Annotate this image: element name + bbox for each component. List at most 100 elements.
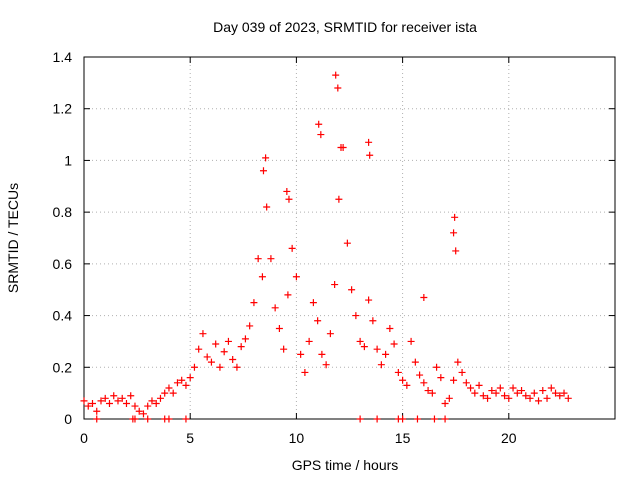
data-point [178, 376, 186, 384]
data-point [267, 255, 275, 263]
data-point [284, 291, 292, 299]
data-point [386, 325, 394, 332]
data-point [454, 358, 462, 366]
x-tick-label: 20 [501, 430, 517, 446]
x-tick-label: 5 [186, 430, 194, 446]
data-point [343, 239, 351, 247]
data-point [332, 71, 340, 79]
data-point [547, 384, 555, 392]
data-point [131, 402, 139, 410]
data-point [297, 350, 305, 358]
data-point [118, 394, 126, 402]
data-point [190, 363, 198, 371]
data-point [365, 296, 373, 304]
data-point [441, 415, 449, 423]
data-point [315, 120, 323, 128]
data-point [366, 151, 374, 159]
data-point [488, 387, 496, 395]
data-point [114, 397, 122, 405]
data-point [352, 312, 360, 320]
data-point [403, 381, 411, 389]
data-point [237, 343, 245, 351]
x-tick-label: 10 [289, 430, 305, 446]
data-point [399, 376, 407, 384]
data-point [484, 394, 492, 402]
data-point [451, 213, 459, 221]
data-point [182, 415, 190, 423]
data-point [492, 389, 500, 397]
data-point [552, 389, 560, 397]
data-point [334, 84, 342, 92]
data-point [518, 387, 526, 395]
data-point [407, 337, 415, 345]
data-point [369, 317, 377, 325]
data-point [509, 384, 517, 392]
data-point [80, 397, 88, 405]
data-point [165, 415, 173, 423]
data-point [88, 399, 96, 407]
data-point [182, 381, 190, 389]
data-point [337, 144, 345, 151]
data-point [101, 394, 109, 402]
data-point [437, 374, 445, 382]
x-tick-label: 0 [80, 430, 88, 446]
x-axis-label: GPS time / hours [292, 457, 399, 473]
data-point [195, 345, 203, 353]
data-point [471, 389, 479, 397]
data-point [314, 317, 322, 325]
data-point [373, 345, 381, 353]
data-point [135, 407, 143, 415]
data-point [161, 389, 169, 397]
data-point [275, 325, 283, 332]
data-point [348, 286, 356, 294]
data-point [462, 379, 470, 387]
data-point [479, 392, 487, 400]
data-point [203, 353, 211, 361]
data-point [127, 392, 135, 400]
data-point [165, 384, 173, 392]
x-tick-label: 15 [395, 430, 411, 446]
data-point [254, 255, 262, 263]
data-point [305, 337, 313, 345]
data-point [110, 392, 118, 400]
data-point [441, 399, 449, 407]
data-point [285, 195, 293, 203]
data-point [262, 154, 270, 162]
data-point [505, 394, 513, 402]
data-point [411, 358, 419, 366]
data-point [241, 335, 249, 343]
y-tick-label: 0 [64, 411, 72, 427]
data-point [84, 402, 92, 410]
data-point [246, 322, 254, 330]
y-tick-label: 0.4 [53, 308, 73, 324]
data-point [144, 402, 152, 410]
data-point [560, 389, 568, 397]
y-tick-label: 0.8 [53, 204, 73, 220]
plot-frame [83, 56, 616, 420]
data-point [377, 361, 385, 369]
data-point [365, 138, 373, 146]
data-point [543, 394, 551, 402]
data-point [122, 399, 130, 407]
data-point [292, 273, 300, 281]
data-point [105, 399, 113, 407]
data-point [93, 415, 101, 423]
data-point [258, 273, 266, 281]
data-point [288, 244, 296, 252]
data-point [535, 397, 543, 405]
data-point [424, 387, 432, 395]
data-point [97, 397, 105, 405]
data-point [173, 379, 181, 387]
y-tick-label: 0.2 [53, 359, 73, 375]
data-point [430, 415, 438, 423]
data-point [271, 304, 279, 312]
data-point [93, 407, 101, 415]
data-point [233, 363, 241, 371]
data-point [390, 340, 398, 348]
data-point [356, 415, 364, 423]
y-tick-label: 1 [64, 152, 72, 168]
data-point [199, 330, 207, 338]
data-point [263, 203, 271, 211]
data-point [513, 389, 521, 397]
